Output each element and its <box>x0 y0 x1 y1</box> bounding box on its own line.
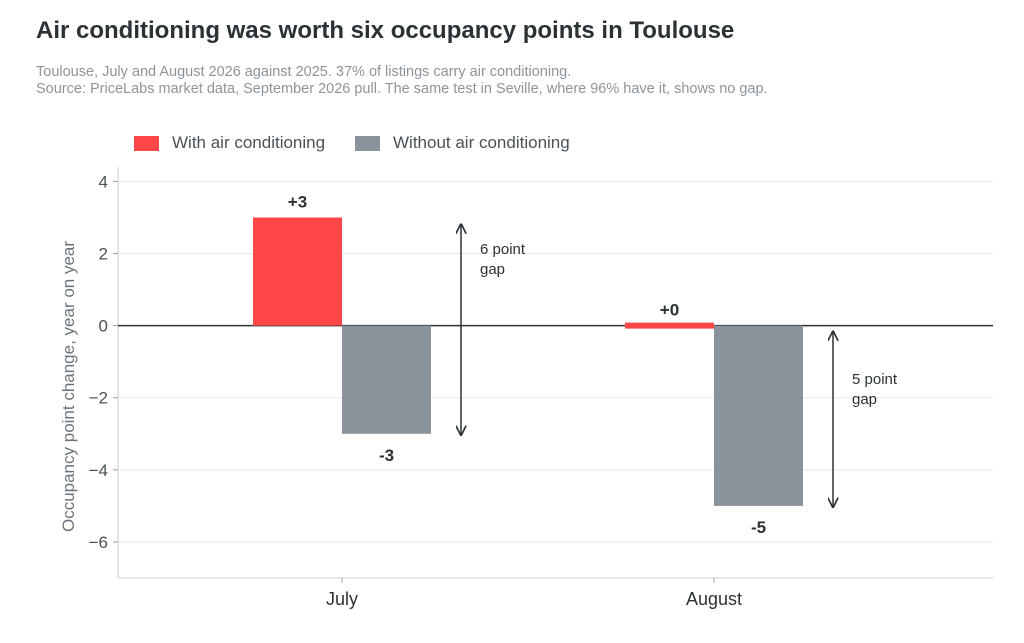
y-tick-label-1: 2 <box>99 245 108 264</box>
axes: 4 2 0 −2 −4 −6 Occupancy point change, year on… <box>59 167 993 609</box>
bar-with-ac-august <box>625 322 714 329</box>
y-tick-label-3: −2 <box>89 389 108 408</box>
chart-subtitle: Toulouse, July and August 2026 against 2… <box>36 64 768 98</box>
data-label-without-ac-july: -3 <box>379 446 394 465</box>
y-tick-label-2: 0 <box>99 317 108 336</box>
chart-title: Air conditioning was worth six occupancy… <box>36 17 735 44</box>
x-tick-label-august: August <box>686 589 742 609</box>
y-tick-label-5: −6 <box>89 533 108 552</box>
data-label-without-ac-august: -5 <box>751 518 766 537</box>
y-axis-title: Occupancy point change, year on year <box>59 241 78 532</box>
subtitle-line-1: Toulouse, July and August 2026 against 2… <box>36 64 572 80</box>
legend-swatch-without-ac <box>355 135 380 151</box>
data-labels: +3 +0 -3 -5 <box>288 192 766 536</box>
bar-without-ac-august <box>714 325 803 506</box>
gap-label-august-line1: 5 point <box>852 371 898 388</box>
legend-swatch-with-ac <box>134 135 159 151</box>
data-label-with-ac-august: +0 <box>660 301 679 320</box>
gap-label-july-line1: 6 point <box>480 241 526 258</box>
legend-item-with-ac: With air conditioning <box>134 133 325 153</box>
gap-annotations: 6 point gap 5 point gap <box>461 224 898 506</box>
gap-label-july-line2: gap <box>480 261 505 278</box>
bar-without-ac-july <box>342 325 431 434</box>
x-tick-label-july: July <box>326 589 358 609</box>
y-tick-label-4: −4 <box>89 461 108 480</box>
y-tick-label-0: 4 <box>99 172 108 191</box>
subtitle-line-2: Source: PriceLabs market data, September… <box>36 81 768 97</box>
gap-label-august-line2: gap <box>852 391 877 408</box>
grid-lines <box>118 180 993 543</box>
bar-with-ac-july <box>253 217 342 326</box>
legend-item-without-ac: Without air conditioning <box>355 133 570 153</box>
legend-label-without-ac: Without air conditioning <box>393 133 570 152</box>
legend-label-with-ac: With air conditioning <box>172 133 326 152</box>
bars <box>253 217 803 506</box>
data-label-with-ac-july: +3 <box>288 192 307 211</box>
